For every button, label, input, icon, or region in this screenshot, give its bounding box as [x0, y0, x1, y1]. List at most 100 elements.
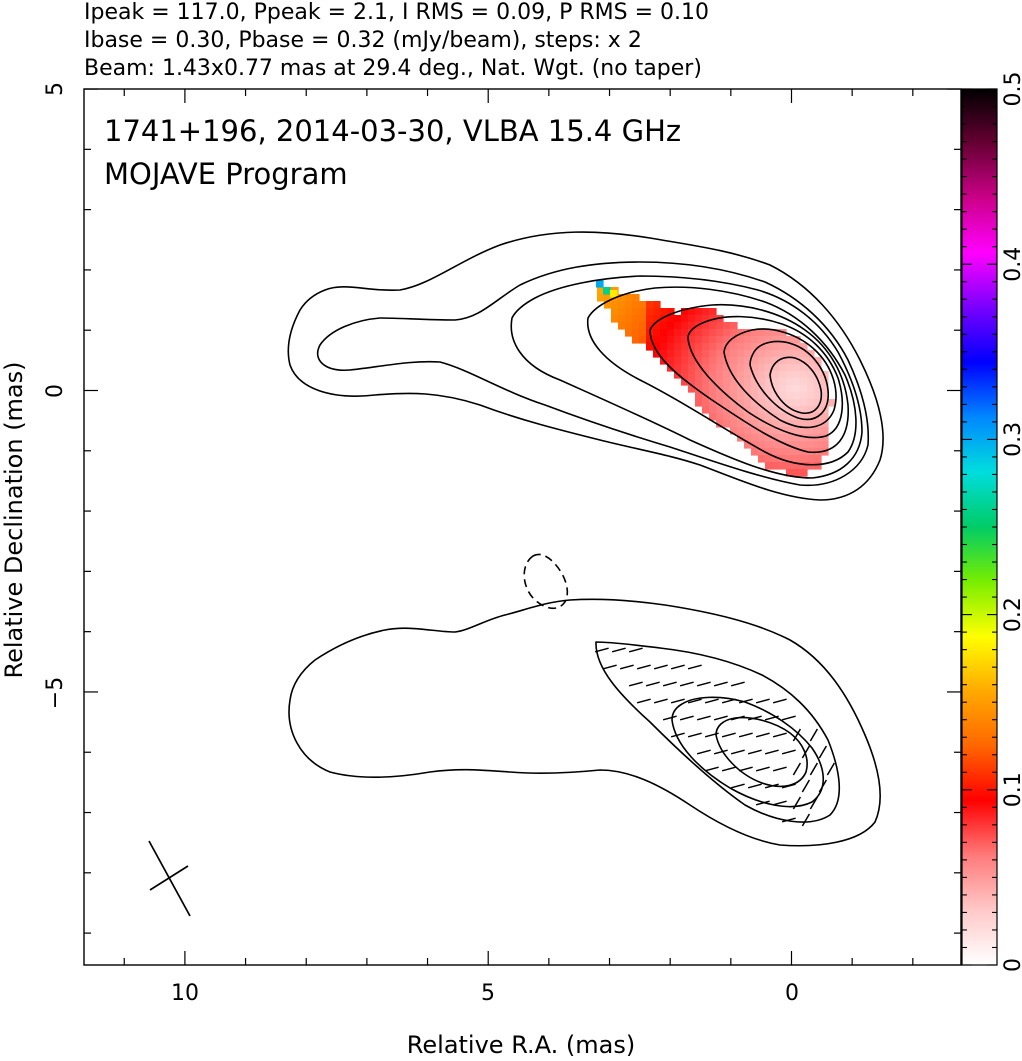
pol-pixel — [603, 287, 611, 295]
colorbar: 0 0.1 0.2 0.3 0.4 0.5 — [961, 72, 1022, 972]
pol-pixel — [793, 434, 801, 442]
pol-pixel — [765, 378, 773, 386]
pol-pixel — [723, 371, 731, 379]
pol-pixel — [737, 378, 745, 386]
pol-pixel — [632, 336, 640, 344]
pol-pixel — [737, 371, 745, 379]
pol-pixel — [751, 448, 759, 456]
pol-pixel — [758, 427, 766, 435]
pol-pixel — [765, 385, 773, 393]
pol-pixel — [737, 364, 745, 372]
pol-pixel — [793, 392, 801, 400]
pol-pixel — [688, 357, 696, 365]
pol-pixel — [660, 336, 668, 344]
pol-pixel — [744, 406, 752, 414]
evpa-tick — [826, 762, 836, 776]
pol-pixel — [793, 448, 801, 456]
pol-pixel — [786, 462, 794, 470]
colorbar-tick-label: 0.3 — [1001, 422, 1022, 457]
pol-pixel — [688, 315, 696, 323]
pol-pixel — [737, 336, 745, 344]
pol-pixel — [688, 322, 696, 330]
pol-pixel — [793, 371, 801, 379]
pol-pixel — [695, 343, 703, 351]
pol-pixel — [695, 308, 703, 316]
pol-pixel — [667, 357, 675, 365]
pol-pixel — [786, 378, 794, 386]
pol-pixel — [716, 336, 724, 344]
pol-pixel — [702, 399, 710, 407]
pol-pixel — [793, 420, 801, 428]
pol-pixel — [793, 357, 801, 365]
pol-pixel — [716, 357, 724, 365]
pol-pixel — [730, 350, 738, 358]
contour-core-level-8 — [749, 340, 829, 421]
pol-pixel — [786, 364, 794, 372]
pol-pixel — [639, 315, 647, 323]
pol-pixel — [709, 357, 717, 365]
pol-pixel — [695, 329, 703, 337]
pol-pixel — [800, 371, 808, 379]
y-axis-title: Relative Declination (mas) — [0, 361, 28, 678]
pol-pixel — [772, 448, 780, 456]
pol-pixel — [786, 441, 794, 449]
pol-pixel — [751, 336, 759, 344]
pol-pixel — [646, 301, 654, 309]
evpa-tick — [611, 647, 626, 653]
pol-pixel — [800, 385, 808, 393]
pol-pixel — [765, 350, 773, 358]
pol-pixel — [681, 322, 689, 330]
colorbar-tick-label: 0 — [1001, 958, 1022, 972]
pol-pixel — [800, 441, 808, 449]
contour-core-level-5 — [649, 303, 849, 454]
pol-pixel — [674, 350, 682, 358]
pol-pixel — [772, 420, 780, 428]
pol-pixel — [716, 350, 724, 358]
x-tick-label-10: 10 — [171, 981, 199, 1006]
pol-pixel — [765, 406, 773, 414]
pol-pixel — [821, 413, 829, 421]
pol-pixel — [667, 308, 675, 316]
pol-pixel — [758, 378, 766, 386]
pol-pixel — [625, 329, 633, 337]
pol-pixel — [800, 406, 808, 414]
evpa-tick — [772, 800, 787, 806]
pol-pixel — [807, 378, 815, 386]
pol-pixel — [758, 329, 766, 337]
contour-core-level-3 — [510, 275, 863, 479]
evpa-tick — [713, 681, 728, 687]
pol-pixel — [744, 399, 752, 407]
pol-pixel — [751, 329, 759, 337]
pol-pixel — [646, 308, 654, 316]
pol-pixel — [702, 406, 710, 414]
pol-pixel — [786, 448, 794, 456]
pol-pixel — [793, 343, 801, 351]
pol-pixel — [779, 385, 787, 393]
pol-pixel — [751, 385, 759, 393]
evpa-tick — [713, 749, 728, 755]
pol-pixel — [604, 294, 612, 302]
pol-pixel — [709, 371, 717, 379]
pol-pixel — [723, 385, 731, 393]
pol-pixel — [779, 420, 787, 428]
stokes-i-contours — [287, 231, 884, 847]
pol-pixel — [730, 427, 738, 435]
pol-pixel — [751, 371, 759, 379]
pol-pixel — [681, 329, 689, 337]
evpa-tick — [809, 728, 819, 742]
pol-pixel — [702, 385, 710, 393]
pol-pixel — [695, 357, 703, 365]
evpa-tick — [679, 715, 694, 721]
pol-pixel — [814, 462, 822, 470]
pol-pixel — [709, 406, 717, 414]
pol-pixel — [751, 392, 759, 400]
colorbar-tick-label: 0.4 — [1001, 247, 1022, 282]
pol-pixel — [667, 350, 675, 358]
pol-pixel — [765, 336, 773, 344]
pol-pixel — [744, 413, 752, 421]
pol-pixel — [793, 399, 801, 407]
pol-pixel — [814, 441, 822, 449]
pol-pixel — [660, 308, 668, 316]
evpa-tick — [781, 817, 796, 823]
evpa-tick — [818, 745, 828, 759]
